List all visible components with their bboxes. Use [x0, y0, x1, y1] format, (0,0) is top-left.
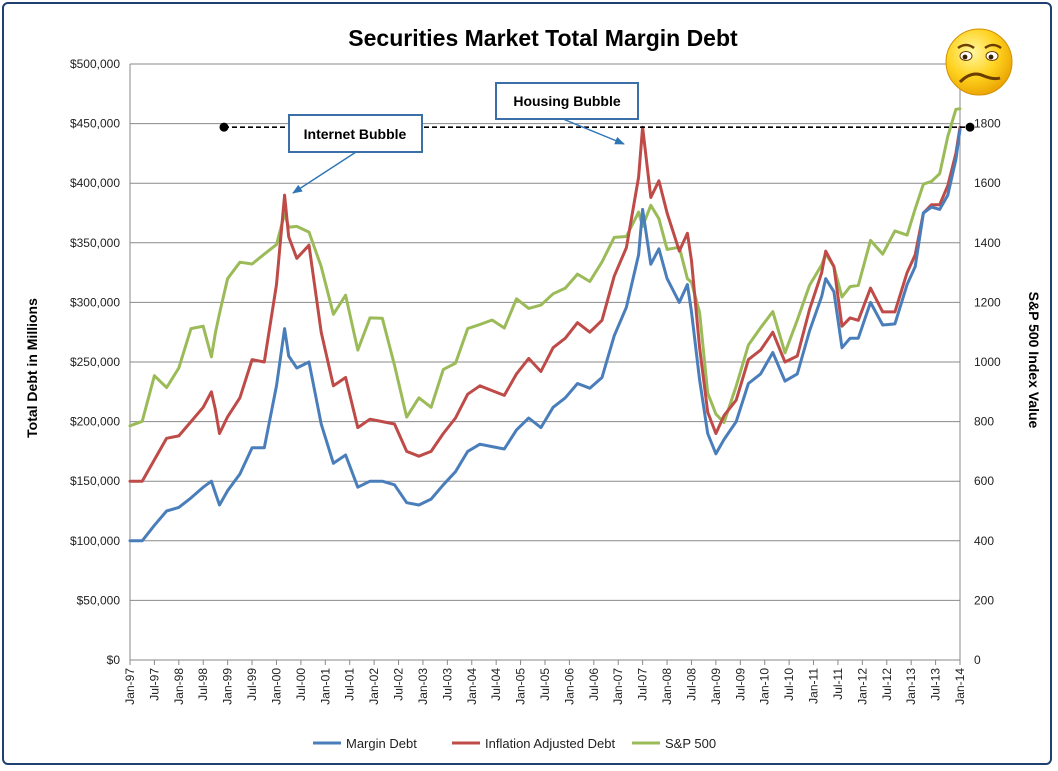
legend-label-inflation-adjusted-debt: Inflation Adjusted Debt: [485, 736, 615, 751]
y-tick-label: $200,000: [70, 415, 120, 429]
x-tick-label: Jan-01: [318, 668, 332, 705]
legend-label-s-p-500: S&P 500: [665, 736, 716, 751]
s-p-500-line: [128, 107, 962, 428]
y-tick-label: $0: [107, 653, 121, 667]
x-tick-label: Jan-97: [123, 668, 137, 705]
y2-axis-label: S&P 500 Index Value: [1026, 292, 1042, 429]
x-axis-ticks: Jan-97 Jul-97 Jan-98 Jul-98 Jan-99 Jul-99 Jan-…: [123, 660, 967, 705]
y-tick-label: $100,000: [70, 534, 120, 548]
x-tick-label: Jan-03: [416, 668, 430, 705]
y2-tick-label: 1200: [974, 295, 1001, 309]
gridlines: [130, 63, 960, 601]
x-tick-label: Jan-07: [611, 668, 625, 705]
y2-tick-label: 800: [974, 415, 994, 429]
x-tick-label: Jul-99: [245, 668, 259, 701]
y-axis-label: Total Debt in Millions: [24, 298, 40, 438]
series-layer: [128, 107, 962, 543]
legend: Margin Debt Inflation Adjusted Debt S&P 50…: [313, 736, 716, 751]
y-tick-label: $50,000: [77, 593, 121, 607]
y2-tick-label: 1000: [974, 355, 1001, 369]
x-tick-label: Jul-07: [636, 668, 650, 701]
y-tick-label: $250,000: [70, 355, 120, 369]
x-tick-label: Jul-09: [733, 668, 747, 701]
x-tick-label: Jan-05: [514, 668, 528, 705]
x-tick-label: Jan-08: [660, 668, 674, 705]
y-tick-label: $300,000: [70, 295, 120, 309]
x-tick-label: Jan-00: [269, 668, 283, 705]
x-tick-label: Jan-10: [758, 668, 772, 705]
worried-face-icon: [945, 28, 1013, 96]
y-tick-label: $500,000: [70, 57, 120, 71]
x-tick-label: Jul-98: [196, 668, 210, 701]
y-axis-ticks: $0 $50,000 $100,000 $150,000 $200,000 $250,00…: [70, 57, 120, 667]
internet-bubble-label: Internet Bubble: [304, 126, 407, 142]
internet-bubble-callout: Internet Bubble: [288, 114, 423, 194]
x-tick-label: Jan-02: [367, 668, 381, 705]
x-tick-label: Jul-06: [587, 668, 601, 701]
y-tick-label: $400,000: [70, 176, 120, 190]
x-tick-label: Jul-11: [831, 668, 845, 700]
margin-debt-line: [128, 128, 962, 543]
housing-bubble-arrow: [562, 118, 625, 145]
y2-tick-label: 1400: [974, 236, 1001, 250]
housing-bubble-label: Housing Bubble: [513, 93, 621, 109]
y2-tick-label: 400: [974, 534, 994, 548]
x-tick-label: Jan-98: [172, 668, 186, 705]
x-tick-label: Jan-14: [953, 668, 967, 705]
x-tick-label: Jul-04: [489, 668, 503, 701]
x-tick-label: Jul-10: [782, 668, 796, 701]
x-tick-label: Jul-03: [440, 668, 454, 701]
x-tick-label: Jul-05: [538, 668, 552, 701]
x-tick-label: Jan-12: [855, 668, 869, 705]
x-tick-label: Jan-06: [562, 668, 576, 705]
x-tick-label: Jul-12: [880, 668, 894, 701]
y2-tick-label: 1600: [974, 176, 1001, 190]
x-tick-label: Jul-13: [929, 668, 943, 701]
reference-line-start-dot: [219, 122, 229, 132]
x-tick-label: Jan-11: [807, 668, 821, 704]
y2-tick-label: 200: [974, 593, 994, 607]
chart-title: Securities Market Total Margin Debt: [348, 25, 738, 51]
x-tick-label: Jul-01: [343, 668, 357, 701]
x-tick-label: Jul-97: [147, 668, 161, 701]
y-tick-label: $150,000: [70, 474, 120, 488]
x-tick-label: Jan-13: [904, 668, 918, 705]
y2-tick-label: 0: [974, 653, 981, 667]
y2-tick-label: 1800: [974, 117, 1001, 131]
internet-bubble-arrow: [292, 151, 357, 194]
x-tick-label: Jan-99: [221, 668, 235, 705]
reference-line-end-dot: [965, 122, 975, 132]
x-tick-label: Jul-02: [392, 668, 406, 701]
y2-tick-label: 600: [974, 474, 994, 488]
y-tick-label: $350,000: [70, 236, 120, 250]
legend-label-margin-debt: Margin Debt: [346, 736, 417, 751]
x-tick-label: Jul-00: [294, 668, 308, 701]
housing-bubble-callout: Housing Bubble: [495, 82, 639, 145]
y-tick-label: $450,000: [70, 117, 120, 131]
x-tick-label: Jan-04: [465, 668, 479, 705]
x-tick-label: Jul-08: [684, 668, 698, 701]
inflation-adjusted-debt-line: [128, 125, 962, 483]
x-tick-label: Jan-09: [709, 668, 723, 705]
y2-axis-ticks: 0 200 400 600 800 1000 1200 1400 1600 1800: [974, 117, 1001, 667]
